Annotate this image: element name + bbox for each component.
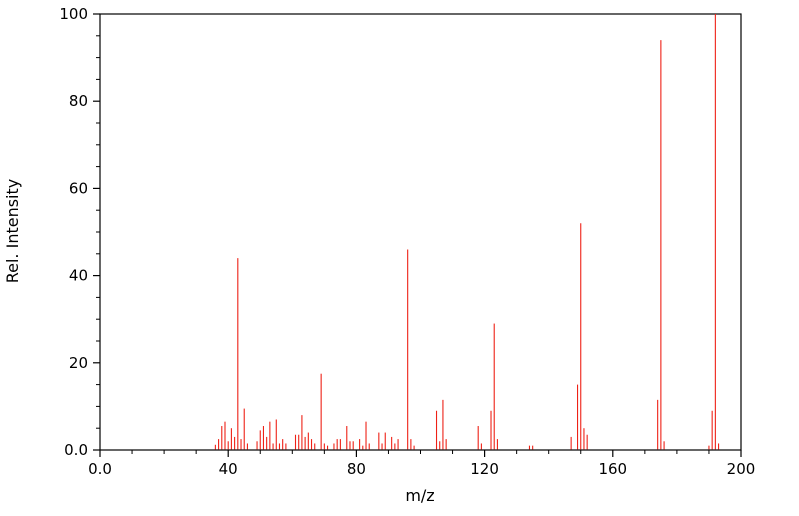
y-tick-label: 60 — [69, 179, 88, 197]
x-tick-label: 80 — [347, 460, 366, 478]
x-tick-label: 120 — [470, 460, 499, 478]
plot-frame — [99, 13, 742, 451]
x-tick-label: 160 — [598, 460, 627, 478]
plot-area: 0.0 40 80 120 160 200 0.0 20 40 60 80 100 — [59, 5, 755, 478]
y-tick-label: 100 — [59, 5, 88, 23]
x-tick-label: 40 — [219, 460, 238, 478]
y-tick-label: 80 — [69, 92, 88, 110]
x-axis-label: m/z — [405, 486, 434, 505]
y-tick-label: 0.0 — [64, 441, 88, 459]
x-tick-label: 0.0 — [88, 460, 112, 478]
y-axis-label: Rel. Intensity — [3, 179, 22, 284]
x-tick-label: 200 — [727, 460, 756, 478]
y-tick-label: 40 — [69, 267, 88, 285]
y-tick-label: 20 — [69, 354, 88, 372]
